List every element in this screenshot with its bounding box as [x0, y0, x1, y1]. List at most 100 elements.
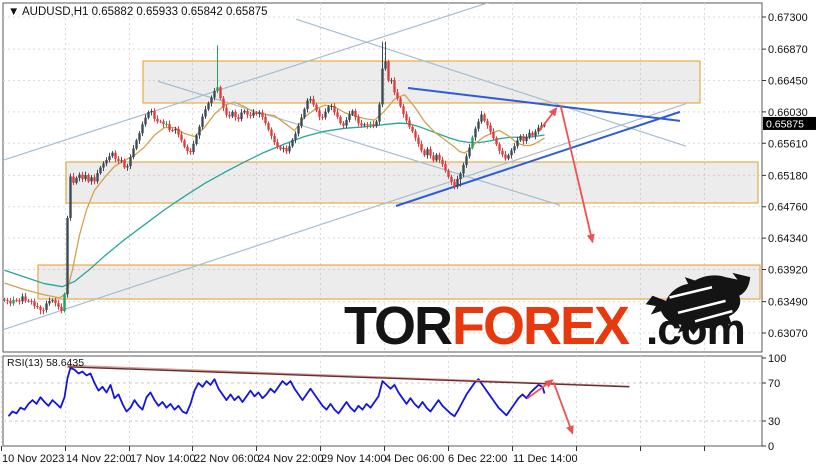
candle — [456, 179, 459, 187]
candle — [465, 156, 468, 165]
candle — [96, 173, 99, 182]
candle — [237, 117, 240, 120]
bull-logo-icon — [645, 272, 751, 335]
candle — [126, 166, 129, 168]
candle — [516, 140, 519, 147]
candle — [282, 147, 285, 150]
candle — [171, 130, 174, 132]
candle — [363, 124, 366, 126]
candle — [213, 90, 216, 98]
time-tick-label: 11 Dec 14:00 — [513, 453, 578, 465]
candle — [111, 152, 114, 157]
candle — [513, 146, 516, 151]
candle — [294, 133, 297, 140]
candle — [186, 146, 189, 151]
candle — [279, 146, 282, 150]
candle — [261, 112, 264, 117]
candle — [75, 177, 78, 183]
candle — [405, 114, 408, 121]
candle — [507, 155, 510, 159]
candle — [246, 110, 249, 115]
candle — [321, 116, 324, 118]
candle — [153, 111, 156, 119]
time-tick-label: 22 Nov 06:00 — [194, 453, 259, 465]
candle — [537, 127, 540, 132]
candle — [471, 137, 474, 148]
candle — [393, 80, 396, 93]
rsi-tick-label: 70 — [768, 378, 780, 390]
candle — [168, 123, 171, 131]
candle — [21, 296, 24, 302]
candle — [129, 157, 132, 167]
red-arrow — [559, 104, 595, 244]
candle — [501, 150, 504, 155]
candle — [315, 104, 318, 111]
time-tick-label: 4 Dec 06:00 — [385, 453, 444, 465]
time-tick-label: 6 Dec 22:00 — [448, 453, 507, 465]
candle — [45, 303, 48, 310]
candle — [33, 301, 36, 307]
candle — [93, 177, 96, 182]
candle — [48, 301, 51, 304]
candle — [27, 300, 30, 302]
candle — [225, 107, 228, 115]
candle — [453, 181, 456, 187]
candle — [264, 116, 267, 124]
candle — [51, 300, 54, 302]
candle — [117, 158, 120, 161]
candle — [432, 155, 435, 161]
candle — [60, 306, 63, 311]
candle — [411, 126, 414, 132]
candle — [426, 149, 429, 156]
candle — [345, 119, 348, 126]
candle — [204, 109, 207, 117]
candle — [429, 149, 432, 156]
candle — [78, 174, 81, 178]
candle — [378, 104, 381, 122]
candle — [468, 147, 471, 157]
candle — [495, 138, 498, 145]
candle — [300, 117, 303, 127]
candle — [399, 98, 402, 107]
candle — [210, 97, 213, 104]
symbol-dropdown-icon[interactable]: ▼ — [8, 6, 19, 18]
rsi-pane[interactable] — [2, 355, 763, 447]
time-tick-label: 14 Nov 22:00 — [66, 453, 131, 465]
chart-title: AUDUSD,H1 0.65882 0.65933 0.65842 0.6587… — [22, 6, 268, 18]
candle — [3, 299, 6, 301]
price-tick-label: 0.65180 — [768, 170, 808, 182]
candle — [198, 126, 201, 136]
price-axis[interactable]: 0.67300 0.66870 0.66450 0.66030 0.65610 0.651… — [762, 12, 808, 453]
ma-slow-line — [4, 122, 545, 288]
candle — [462, 164, 465, 174]
price-tick-label: 0.63070 — [768, 328, 808, 340]
candle — [105, 160, 108, 164]
candle — [348, 114, 351, 120]
red-arrow — [552, 381, 574, 435]
rsi-line — [7, 366, 546, 418]
price-tick-label: 0.64760 — [768, 202, 808, 214]
candle — [132, 148, 135, 158]
candle — [498, 144, 501, 151]
price-tick-label: 0.66030 — [768, 107, 808, 119]
candle — [387, 61, 390, 81]
rsi-tick-label: 100 — [768, 353, 786, 365]
price-tick-label: 0.63920 — [768, 265, 808, 277]
candle — [108, 156, 111, 161]
candle — [423, 150, 426, 156]
candle — [492, 131, 495, 139]
candle — [57, 303, 60, 307]
candle — [339, 116, 342, 124]
candle — [150, 111, 153, 113]
candle — [276, 142, 279, 147]
candle — [303, 109, 306, 118]
main-grid — [3, 3, 762, 352]
rsi-label: RSI(13) 58.6435 — [7, 357, 84, 369]
candle — [525, 136, 528, 142]
candle — [285, 147, 288, 152]
current-price-label: 0.65875 — [766, 118, 804, 130]
candle — [336, 112, 339, 117]
